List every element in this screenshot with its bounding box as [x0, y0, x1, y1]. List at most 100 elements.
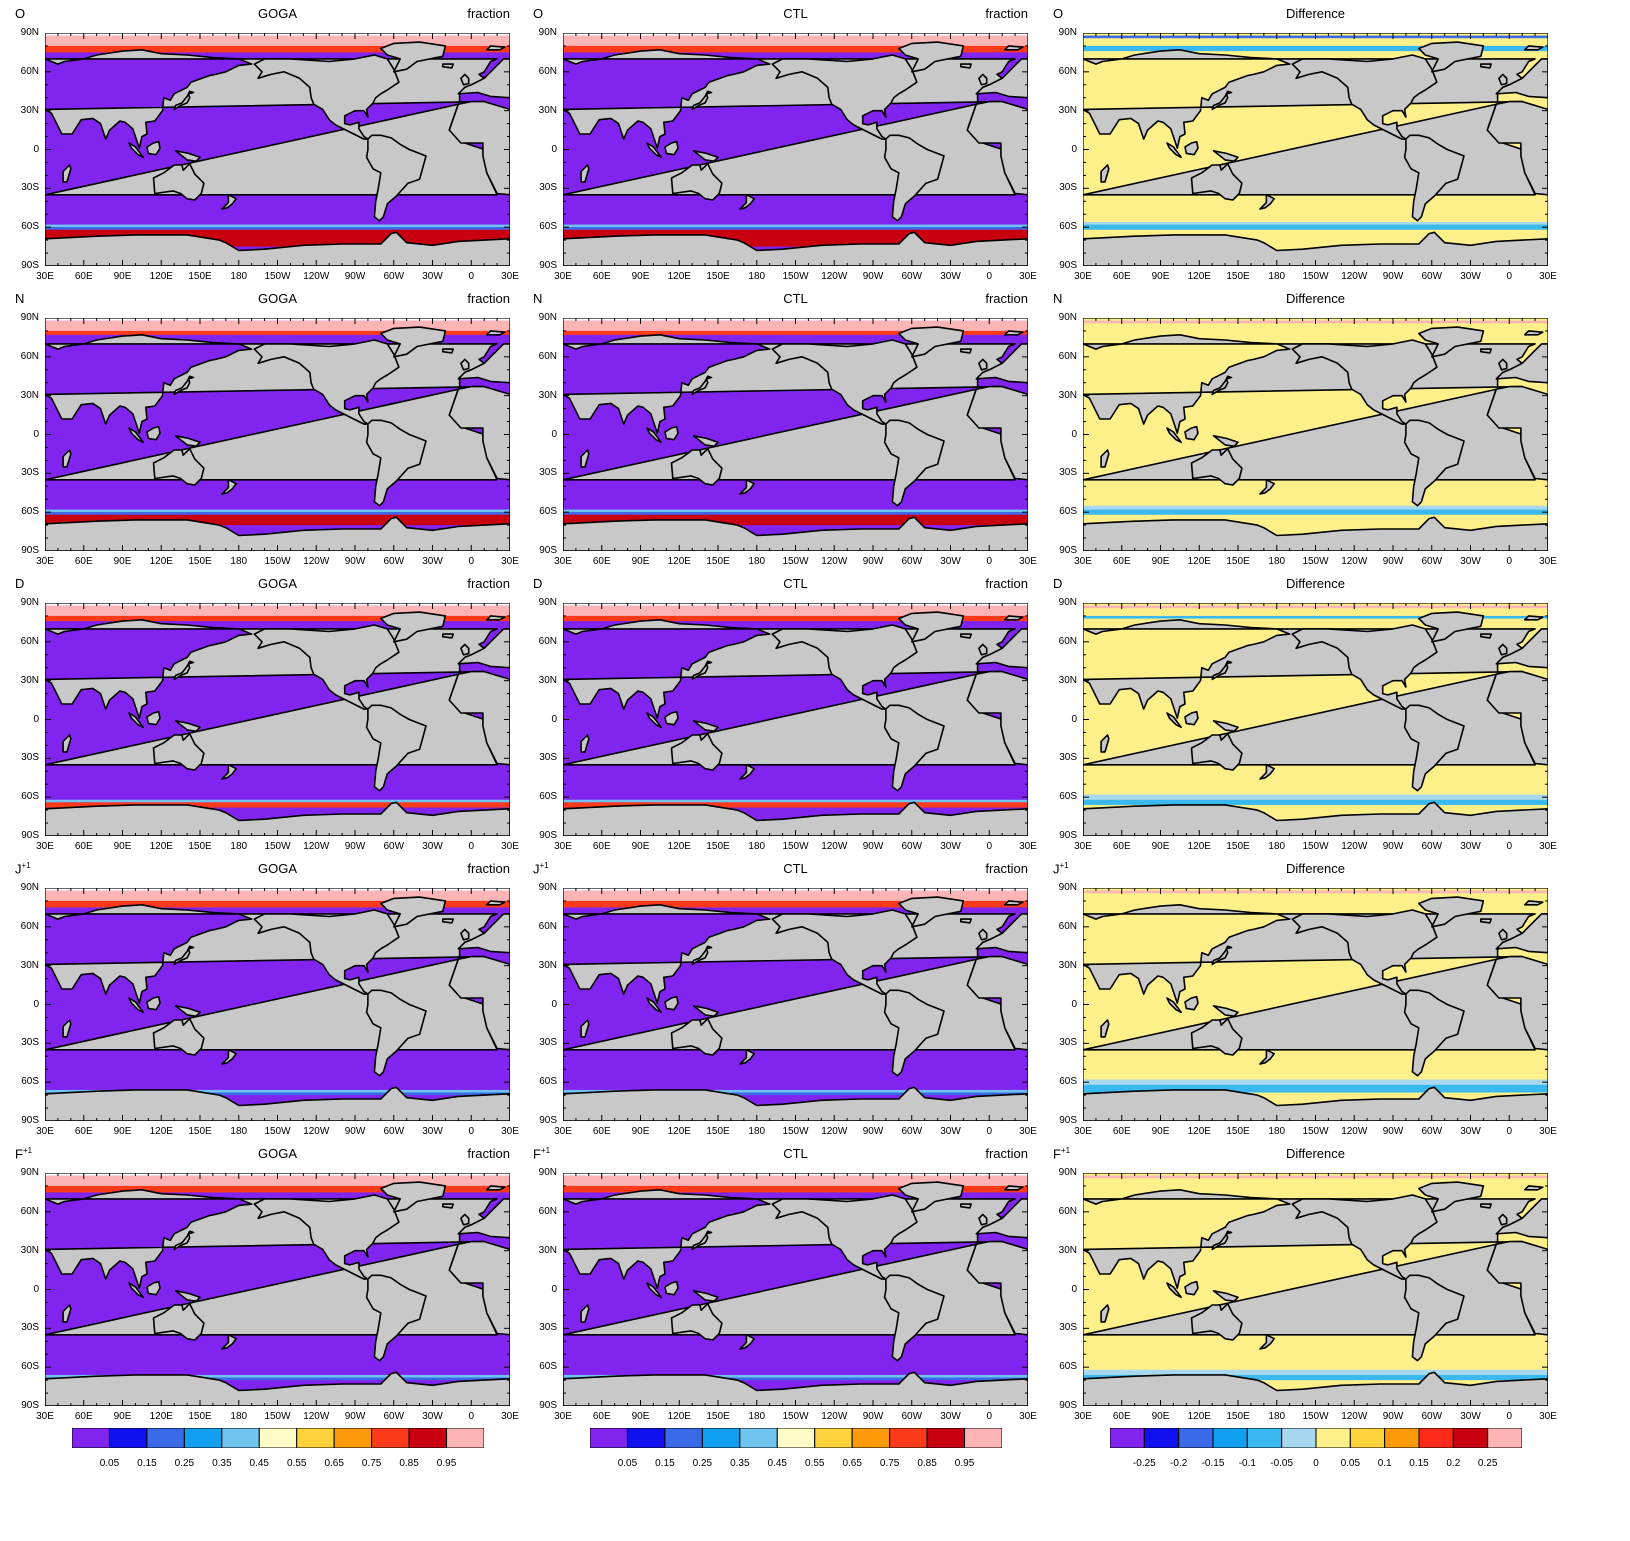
land-mass: [1083, 516, 1548, 551]
lon-tick-label: 0: [468, 1126, 475, 1137]
land-mass: [448, 670, 510, 766]
lon-tick-label: 30W: [1460, 841, 1481, 852]
month-text: D: [1053, 576, 1063, 591]
lon-tick-label: 180: [230, 556, 248, 567]
lat-tick-label: 60N: [1058, 350, 1077, 362]
lon-tick-label: 30E: [554, 1126, 572, 1137]
sea-ice-band: [45, 45, 510, 53]
lon-tick-label: 30E: [1539, 556, 1557, 567]
land-mass: [978, 643, 988, 656]
colorbar-label: 0.15: [137, 1458, 157, 1469]
land-mass: [691, 660, 713, 681]
lon-tick-label: 150E: [1226, 271, 1250, 282]
land-mass: [1083, 231, 1548, 266]
lat-tick-label: 0: [33, 998, 39, 1010]
land-mass: [1083, 801, 1548, 836]
land-mass: [1100, 164, 1110, 183]
colorbar-label: 0.85: [917, 1458, 937, 1469]
land-mass: [1211, 1230, 1233, 1251]
lon-tick-label: 150E: [706, 1126, 730, 1137]
sea-ice-band: [563, 1089, 1028, 1093]
panel-title: Difference: [1285, 861, 1345, 876]
map-plot: [1083, 888, 1548, 1121]
lon-tick-label: 60W: [383, 271, 405, 282]
sea-ice-band: [1083, 615, 1548, 619]
colorbar-label: 0.95: [954, 1458, 975, 1469]
land-mass: [692, 1290, 719, 1302]
map-plot: [45, 1173, 510, 1406]
lon-tick-label: 150E: [1226, 1411, 1250, 1422]
lat-tick-label: 90S: [1059, 260, 1077, 271]
panel-units-label: fraction: [985, 291, 1028, 306]
lat-tick-label: 90S: [1059, 1400, 1077, 1411]
land-mass: [563, 516, 1028, 551]
sea-ice-band: [45, 1092, 510, 1096]
lat-tick-label: 60S: [1059, 221, 1077, 233]
lon-tick-label: 180: [748, 1126, 766, 1137]
lon-tick-label: 0: [986, 841, 993, 852]
panel-units-label: fraction: [985, 6, 1028, 21]
sea-ice-band: [563, 900, 1028, 908]
land-mass: [966, 1240, 1028, 1336]
lon-tick-label: 150E: [1226, 841, 1250, 852]
lat-tick-label: 60N: [1058, 635, 1077, 647]
lat-tick-label: 30N: [1058, 389, 1077, 401]
lon-tick-label: 120E: [667, 271, 691, 282]
colorbar-label: 0.55: [286, 1458, 307, 1469]
lon-tick-label: 180: [230, 1126, 248, 1137]
land-mass: [365, 1274, 427, 1362]
lon-tick-label: 30E: [501, 841, 519, 852]
lat-tick-label: 30S: [21, 1322, 39, 1334]
land-mass: [897, 611, 965, 643]
lon-tick-label: 30E: [36, 556, 54, 567]
lon-tick-label: 30W: [940, 1126, 961, 1137]
land-mass: [1403, 704, 1465, 792]
land-mass: [457, 343, 510, 384]
lat-tick-label: 60N: [1058, 65, 1077, 77]
land-mass: [1291, 624, 1438, 710]
sea-ice-band: [1083, 221, 1548, 225]
lon-tick-label: 120W: [821, 1126, 848, 1137]
lon-tick-label: 120W: [303, 1126, 330, 1137]
colorbar-label: 0.95: [436, 1458, 457, 1469]
lat-tick-label: 0: [1071, 1283, 1077, 1295]
colorbar-label: 0.55: [804, 1458, 825, 1469]
land-mass: [646, 1282, 662, 1299]
lon-tick-label: 30W: [1460, 556, 1481, 567]
land-mass: [457, 58, 510, 99]
panel-month-label: O: [15, 6, 25, 21]
lon-tick-label: 30E: [1019, 841, 1037, 852]
land-mass: [978, 73, 988, 86]
land-mass: [62, 1304, 72, 1323]
land-mass: [379, 41, 447, 73]
lat-tick-label: 90S: [21, 545, 39, 556]
land-mass: [670, 1017, 723, 1056]
land-mass: [460, 643, 470, 656]
colorbar: [590, 1428, 1002, 1448]
land-mass: [771, 54, 918, 140]
lon-tick-label: 30E: [36, 1411, 54, 1422]
colorbar-swatch: [1418, 1428, 1454, 1448]
land-mass: [1083, 1371, 1548, 1406]
land-mass: [441, 918, 455, 924]
colorbar-label: -0.15: [1201, 1458, 1225, 1469]
lat-tick-label: 30N: [20, 104, 39, 116]
land-mass: [1259, 1049, 1275, 1065]
panel-units-label: fraction: [985, 1146, 1028, 1161]
land-mass: [580, 1019, 590, 1038]
sea-ice-band: [45, 330, 510, 335]
land-mass: [146, 995, 161, 1011]
lon-tick-label: 180: [230, 841, 248, 852]
land-mass: [1003, 615, 1024, 621]
lon-tick-label: 60E: [74, 1126, 93, 1137]
land-mass: [580, 164, 590, 183]
land-mass: [62, 734, 72, 753]
land-mass: [1166, 1282, 1182, 1299]
land-mass: [62, 449, 72, 468]
panel-title: CTL: [783, 291, 808, 306]
land-mass: [966, 670, 1028, 766]
land-mass: [978, 358, 988, 371]
lon-tick-label: 30W: [422, 556, 443, 567]
map-plot: [1083, 603, 1548, 836]
land-mass: [691, 945, 713, 966]
